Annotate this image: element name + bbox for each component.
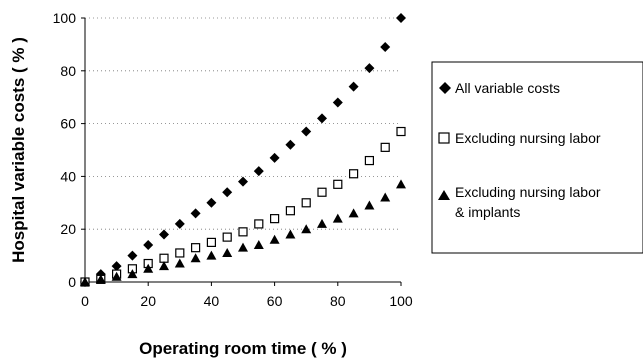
data-point-excluding-nursing-labor [191,243,201,253]
data-point-excluding-nursing-labor-implants [206,250,217,260]
data-point-all-variable-costs [364,63,375,74]
legend-diamond-icon [439,82,451,94]
data-point-excluding-nursing-labor-implants [111,271,122,281]
data-point-excluding-nursing-labor-implants [222,247,233,257]
data-point-all-variable-costs [206,197,217,208]
data-point-excluding-nursing-labor [333,179,343,189]
data-point-excluding-nursing-labor [254,219,264,229]
data-point-excluding-nursing-labor-implants [285,229,296,239]
data-point-excluding-nursing-labor [222,232,232,242]
data-point-excluding-nursing-labor-implants [95,274,106,284]
x-tick-label: 80 [330,293,346,309]
data-point-excluding-nursing-labor-implants [80,277,90,286]
data-point-all-variable-costs [269,152,280,163]
data-point-excluding-nursing-labor [301,198,311,208]
legend-label-all-variable-costs: All variable costs [455,80,560,96]
data-point-excluding-nursing-labor-implants [127,269,138,279]
data-point-all-variable-costs [174,218,185,229]
data-point-all-variable-costs [396,13,406,23]
data-point-excluding-nursing-labor-implants [396,179,406,189]
data-point-excluding-nursing-labor-implants [364,200,375,210]
data-point-all-variable-costs [253,166,264,177]
data-point-excluding-nursing-labor-implants [159,261,169,271]
data-point-excluding-nursing-labor-implants [190,253,201,263]
data-point-excluding-nursing-labor [238,227,248,237]
data-point-all-variable-costs [111,261,122,272]
data-point-excluding-nursing-labor [349,169,359,179]
y-tick-label: 80 [60,63,76,79]
legend-label-excluding-nursing-labor-implants-line2: & implants [455,204,520,220]
data-point-excluding-nursing-labor [380,142,390,152]
y-tick-label: 0 [68,274,76,290]
x-tick-label: 100 [389,293,413,309]
legend-label-excluding-nursing-labor: Excluding nursing labor [455,130,601,146]
data-point-excluding-nursing-labor [206,237,216,247]
data-points [80,13,406,287]
data-point-all-variable-costs [127,250,138,261]
data-point-all-variable-costs [159,229,169,240]
data-point-all-variable-costs [190,208,201,219]
y-axis-ticks: 0 20 40 60 80 100 [53,10,85,290]
grid-lines [85,17,401,230]
y-axis-title: Hospital variable costs ( % ) [9,37,28,263]
data-point-excluding-nursing-labor [285,206,295,216]
data-point-all-variable-costs [238,176,248,187]
data-point-excluding-nursing-labor-implants [317,218,327,228]
data-point-all-variable-costs [301,126,312,137]
y-tick-label: 100 [53,10,77,26]
data-point-excluding-nursing-labor [364,155,374,166]
data-point-excluding-nursing-labor-implants [143,263,154,273]
data-point-excluding-nursing-labor-implants [238,242,248,252]
data-point-excluding-nursing-labor-implants [174,258,185,268]
data-point-excluding-nursing-labor-implants [332,213,343,223]
y-tick-label: 40 [60,168,76,184]
legend-label-excluding-nursing-labor-implants-line1: Excluding nursing labor [455,184,601,200]
data-point-excluding-nursing-labor-implants [253,240,264,250]
legend-triangle-icon [438,190,450,200]
data-point-all-variable-costs [317,113,327,124]
data-point-excluding-nursing-labor [159,253,169,263]
x-tick-label: 40 [204,293,220,309]
legend-box [431,61,643,254]
data-point-excluding-nursing-labor-implants [269,234,280,244]
x-tick-label: 0 [81,293,89,309]
data-point-excluding-nursing-labor-implants [380,192,391,202]
x-axis-ticks: 0 20 40 60 80 100 [81,282,413,309]
data-point-excluding-nursing-labor [270,214,280,224]
x-tick-label: 60 [267,293,283,309]
data-point-all-variable-costs [332,97,343,108]
x-axis-title: Operating room time ( % ) [139,339,347,358]
data-point-excluding-nursing-labor-implants [348,208,359,218]
data-point-all-variable-costs [380,42,391,53]
data-point-excluding-nursing-labor [396,126,406,137]
x-tick-label: 20 [140,293,156,309]
data-point-excluding-nursing-labor [317,187,327,197]
y-tick-label: 60 [60,116,76,132]
data-point-excluding-nursing-labor-implants [301,224,312,234]
data-point-all-variable-costs [348,81,359,92]
data-point-all-variable-costs [285,139,296,150]
legend-square-icon [438,132,450,144]
data-point-excluding-nursing-labor [175,248,185,258]
y-tick-label: 20 [60,221,76,237]
data-point-all-variable-costs [143,240,154,251]
data-point-all-variable-costs [222,187,233,198]
